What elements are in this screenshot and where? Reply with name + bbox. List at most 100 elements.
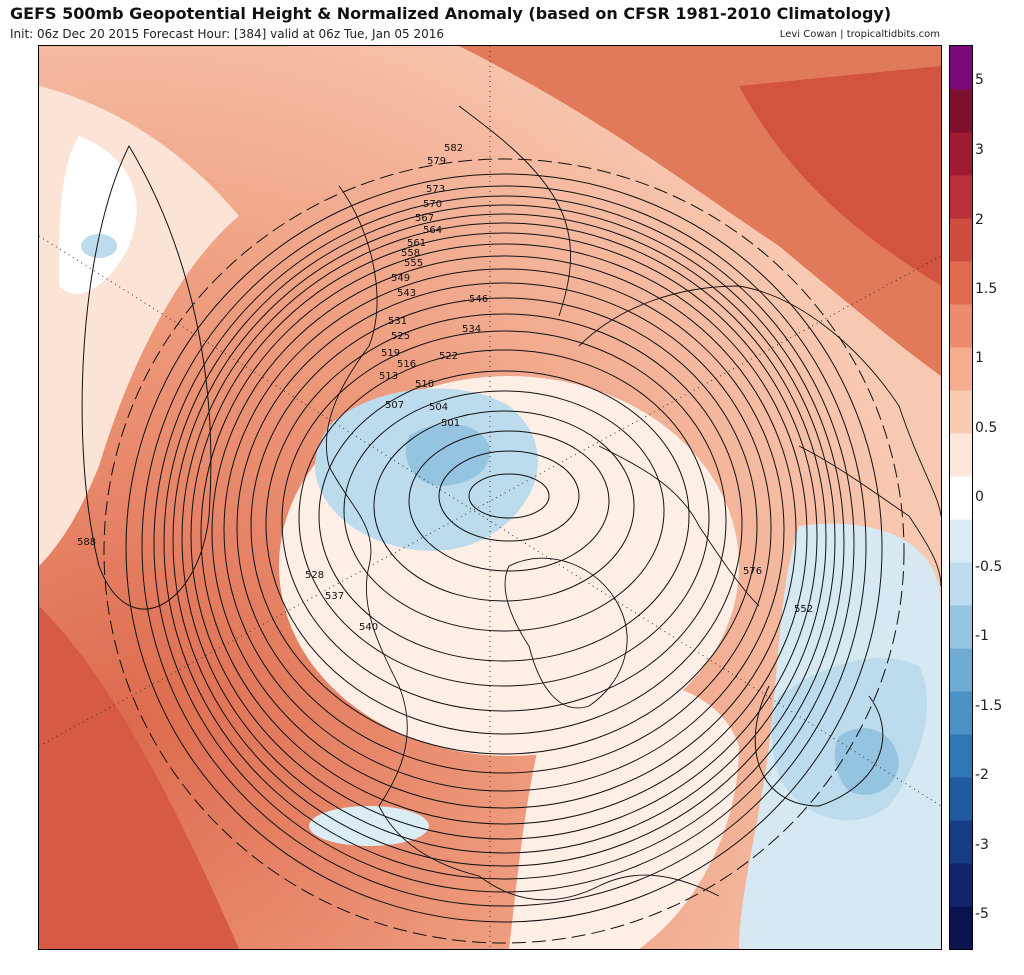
contour-ring <box>236 282 772 774</box>
contour-ring <box>343 390 665 632</box>
contour-label: 516 <box>397 359 416 370</box>
contour-label: 549 <box>391 273 410 284</box>
coast-americas <box>325 185 720 901</box>
colorbar-label: -3 <box>975 837 989 853</box>
colorbar-swatch <box>950 820 972 864</box>
colorbar-swatch <box>950 347 972 391</box>
contour-ring <box>125 173 883 923</box>
contour-ring <box>163 204 845 880</box>
contour-label: 525 <box>391 331 410 342</box>
colorbar-swatch <box>950 863 972 907</box>
colorbar-swatch <box>950 519 972 563</box>
graticule <box>39 46 941 949</box>
colorbar-label: -1 <box>975 628 989 644</box>
contour-ring <box>265 313 743 735</box>
contour-ring <box>181 222 827 854</box>
contour-label: 579 <box>427 156 446 167</box>
contour-label: 588 <box>77 537 96 548</box>
colorbar-label: 1.5 <box>975 281 998 297</box>
anomaly-negative-small-nw <box>81 234 117 258</box>
contour-ring <box>468 473 550 519</box>
contour-ring <box>298 349 710 687</box>
colorbar-swatch <box>950 777 972 821</box>
contour-label: 513 <box>379 371 398 382</box>
colorbar-swatch <box>950 261 972 305</box>
contour-label: 531 <box>388 316 407 327</box>
colorbar-label: 1 <box>975 350 984 366</box>
colorbar-swatch <box>950 218 972 262</box>
colorbar-label: -1.5 <box>975 698 1003 714</box>
contour-label: 537 <box>325 591 344 602</box>
contour-label: 540 <box>359 622 378 633</box>
contour-label: 564 <box>423 225 442 236</box>
anomaly-neutral-south <box>509 678 739 949</box>
colorbar-swatch <box>950 648 972 692</box>
colorbar-swatch <box>950 304 972 348</box>
map-panel: 582 579 573 570 567 564 561 558 555 549 … <box>38 45 942 950</box>
colorbar-swatch <box>950 476 972 520</box>
colorbar <box>949 45 973 950</box>
contour-label: 561 <box>407 238 426 249</box>
contour-ring <box>103 158 905 944</box>
contour-east-low <box>754 685 884 807</box>
contour-ring <box>373 410 635 602</box>
colorbar-swatch <box>950 89 972 133</box>
contour-labels: 582 579 573 570 567 564 561 558 555 549 … <box>77 143 813 633</box>
colorbar-label: 5 <box>975 72 984 88</box>
anomaly-strong-positive-ne <box>739 66 941 286</box>
colorbar-labels: 5 3 2 1.5 1 0.5 0 -0.5 -1 -1.5 -2 -3 -5 <box>975 45 1023 948</box>
colorbar-swatch <box>950 691 972 735</box>
anomaly-map: 582 579 573 570 567 564 561 558 555 549 … <box>39 46 941 949</box>
coast-eurasia <box>578 285 941 517</box>
meridian-line <box>39 255 941 747</box>
contour-label: 552 <box>794 604 813 615</box>
contour-ring <box>318 370 690 662</box>
colorbar-swatch <box>950 605 972 649</box>
coast-east-asia <box>458 105 571 317</box>
anomaly-negative-pole-core <box>405 423 490 486</box>
colorbar-swatches <box>950 46 972 949</box>
chart-title: GEFS 500mb Geopotential Height & Normali… <box>10 4 892 23</box>
contour-label: 543 <box>397 288 416 299</box>
colorbar-label: -2 <box>975 767 989 783</box>
colorbar-swatch <box>950 390 972 434</box>
chart-subtitle: Init: 06z Dec 20 2015 Forecast Hour: [38… <box>10 27 444 41</box>
credit-text: Levi Cowan | tropicaltidbits.com <box>779 29 940 40</box>
colorbar-label: -5 <box>975 906 989 922</box>
contour-588 <box>81 144 212 610</box>
contour-label: 507 <box>385 400 404 411</box>
colorbar-label: 0 <box>975 489 984 505</box>
colorbar-label: 2 <box>975 212 984 228</box>
contour-label: 576 <box>743 566 762 577</box>
contour-label: 555 <box>404 258 423 269</box>
colorbar-swatch <box>950 562 972 606</box>
contour-label: 534 <box>462 324 481 335</box>
contour-ring <box>200 243 808 825</box>
colorbar-swatch <box>950 46 972 90</box>
contour-ring <box>223 268 785 792</box>
height-contours <box>81 144 905 944</box>
coast-scandinavia <box>598 445 760 607</box>
contour-label: 528 <box>305 570 324 581</box>
coast-greenland <box>504 557 628 709</box>
contour-ring <box>172 213 836 867</box>
coastlines <box>325 105 941 901</box>
colorbar-swatch <box>950 175 972 219</box>
contour-label: 504 <box>429 402 448 413</box>
contour-ring <box>153 195 855 893</box>
colorbar-swatch <box>950 132 972 176</box>
contour-label: 582 <box>444 143 463 154</box>
colorbar-swatch <box>950 433 972 477</box>
contour-ring <box>190 232 818 840</box>
contour-ring <box>250 297 758 755</box>
contour-ring <box>438 450 580 542</box>
contour-label: 573 <box>426 184 445 195</box>
contour-label: 522 <box>439 351 458 362</box>
contour-ring <box>141 185 867 907</box>
coast-europe <box>798 445 941 587</box>
contour-ring <box>281 330 727 712</box>
contour-label: 510 <box>415 379 434 390</box>
colorbar-swatch <box>950 906 972 949</box>
anomaly-neutral-nw <box>59 136 137 294</box>
anomaly-strong-positive-w <box>39 606 239 949</box>
